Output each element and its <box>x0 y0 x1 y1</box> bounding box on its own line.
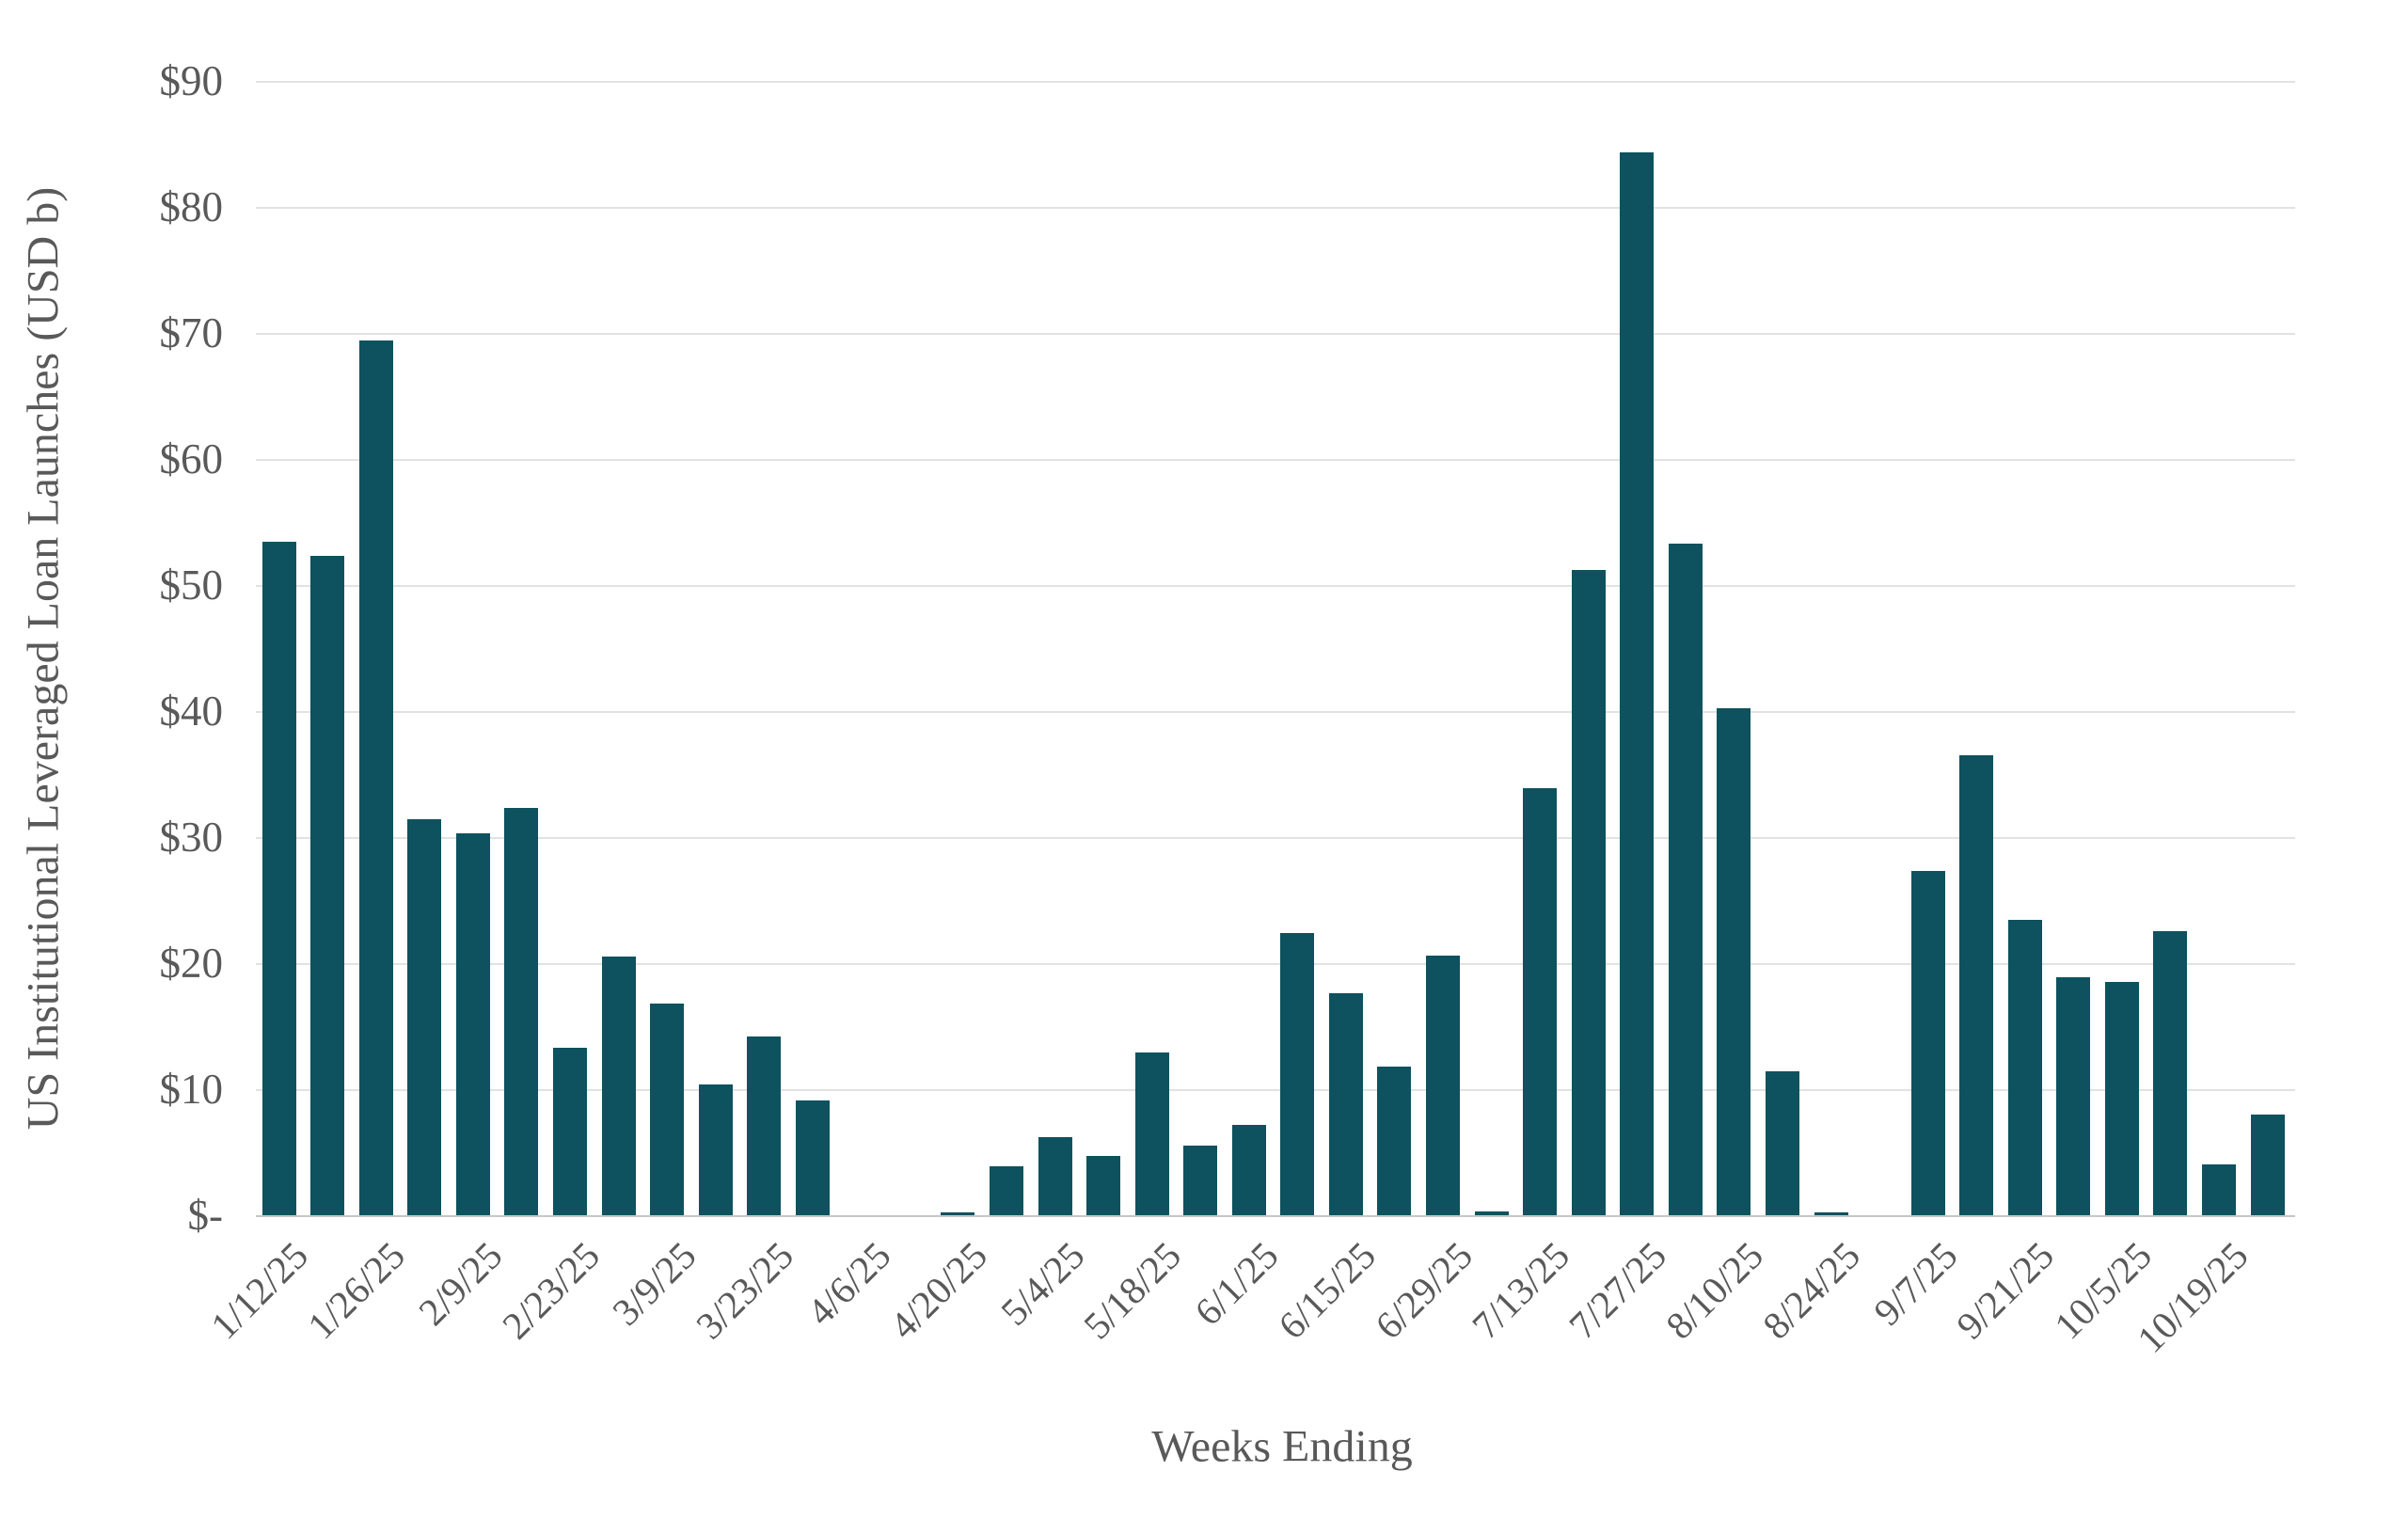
x-tick-label: 7/27/25 <box>1560 1233 1675 1348</box>
bar <box>1766 1071 1799 1215</box>
x-tick-label: 5/18/25 <box>1075 1233 1190 1348</box>
y-tick-label: $60 <box>159 435 224 483</box>
bar <box>990 1166 1023 1215</box>
y-tick-label: $80 <box>159 183 224 230</box>
bar <box>1669 544 1703 1215</box>
y-tick-label: $30 <box>159 814 224 861</box>
x-tick-label: 8/24/25 <box>1754 1233 1869 1348</box>
x-tick-label: 6/29/25 <box>1366 1233 1481 1348</box>
bar <box>1814 1212 1848 1215</box>
bar <box>2105 982 2139 1215</box>
bar <box>1232 1125 1266 1215</box>
bar <box>1572 570 1606 1215</box>
y-tick-label: $90 <box>159 57 224 104</box>
bar <box>1280 933 1314 1215</box>
x-tick-label: 4/20/25 <box>881 1233 996 1348</box>
y-tick-label: $40 <box>159 688 224 735</box>
bar <box>602 957 636 1215</box>
gridline <box>256 1089 2295 1091</box>
bar <box>2008 920 2042 1215</box>
bar <box>553 1048 587 1215</box>
bar <box>1426 956 1460 1215</box>
bar <box>1911 871 1945 1215</box>
bar <box>2202 1164 2236 1215</box>
bar <box>796 1100 830 1215</box>
bar <box>2056 977 2090 1215</box>
x-tick-label: 3/23/25 <box>687 1233 802 1348</box>
bar <box>1183 1146 1217 1215</box>
bar <box>456 833 490 1215</box>
x-tick-label: 7/13/25 <box>1463 1233 1577 1348</box>
y-tick-label: $20 <box>159 940 224 987</box>
gridline <box>256 585 2295 587</box>
x-tick-label: 1/26/25 <box>299 1233 414 1348</box>
bar <box>2153 931 2187 1215</box>
gridline <box>256 837 2295 839</box>
bar <box>504 808 538 1215</box>
y-tick-label: $- <box>187 1192 224 1239</box>
x-axis-line <box>256 1215 2295 1217</box>
bar <box>262 542 296 1215</box>
gridline <box>256 207 2295 209</box>
y-tick-label: $10 <box>159 1066 224 1113</box>
gridline <box>256 81 2295 83</box>
gridline <box>256 333 2295 335</box>
bar <box>1086 1156 1120 1215</box>
bar <box>359 340 393 1215</box>
bar <box>747 1036 781 1215</box>
bar <box>699 1084 733 1215</box>
bar <box>1377 1067 1411 1215</box>
bar <box>1959 755 1993 1215</box>
bar <box>650 1004 684 1215</box>
bar <box>310 556 344 1215</box>
x-tick-label: 1/12/25 <box>202 1233 317 1348</box>
gridline <box>256 963 2295 965</box>
x-tick-label: 6/15/25 <box>1269 1233 1384 1348</box>
y-tick-label: $50 <box>159 562 224 609</box>
y-axis-title-text: US Institutional Leveraged Loan Launches… <box>18 186 69 1131</box>
bar <box>2251 1115 2285 1215</box>
x-tick-label: 2/23/25 <box>493 1233 608 1348</box>
gridline <box>256 711 2295 713</box>
bar <box>1620 152 1654 1215</box>
x-axis-title-text: Weeks Ending <box>1151 1421 1413 1472</box>
bar <box>407 819 441 1215</box>
x-tick-label: 9/21/25 <box>1948 1233 2063 1348</box>
bar <box>1329 993 1363 1215</box>
gridline <box>256 459 2295 461</box>
bar <box>1717 708 1751 1215</box>
bar <box>1135 1052 1169 1215</box>
bar <box>1038 1137 1072 1215</box>
bar <box>1523 788 1557 1215</box>
bar <box>941 1212 974 1215</box>
y-tick-label: $70 <box>159 309 224 356</box>
bar <box>1475 1211 1509 1215</box>
x-tick-label: 8/10/25 <box>1657 1233 1772 1348</box>
